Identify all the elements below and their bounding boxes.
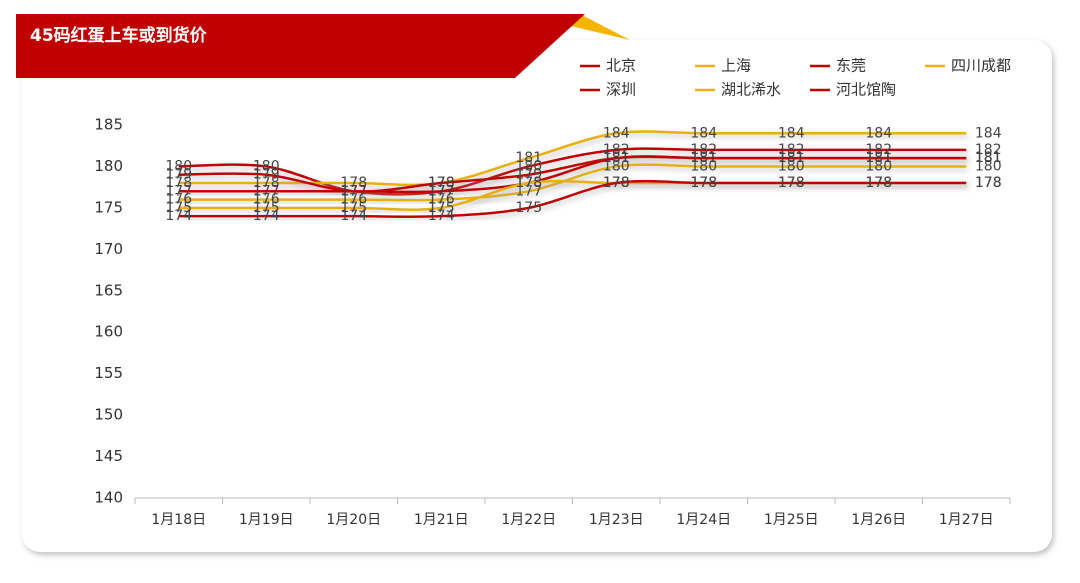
data-label: 175 — [515, 200, 542, 216]
data-label: 184 — [975, 125, 1002, 141]
y-tick-label: 160 — [94, 323, 123, 341]
y-tick-label: 170 — [94, 240, 123, 258]
data-label: 178 — [975, 175, 1002, 191]
y-tick-label: 185 — [94, 116, 123, 134]
data-label: 182 — [865, 142, 892, 158]
data-label: 180 — [690, 158, 717, 174]
x-tick-label: 1月18日 — [151, 512, 206, 528]
data-label: 174 — [428, 208, 455, 224]
data-label: 178 — [603, 175, 630, 191]
data-label: 180 — [515, 158, 542, 174]
legend-label: 河北馆陶 — [836, 81, 896, 99]
data-label: 179 — [165, 167, 192, 183]
y-tick-label: 175 — [94, 198, 123, 216]
y-tick-label: 145 — [94, 447, 123, 465]
data-label: 178 — [690, 175, 717, 191]
legend-label: 北京 — [606, 57, 636, 75]
data-label: 181 — [778, 150, 805, 166]
x-tick-label: 1月21日 — [414, 512, 469, 528]
y-tick-label: 180 — [94, 157, 123, 175]
legend-label: 湖北浠水 — [721, 81, 781, 99]
x-tick-label: 1月27日 — [939, 512, 994, 528]
legend-label: 东莞 — [836, 57, 866, 75]
legend-label: 四川成都 — [951, 57, 1011, 75]
data-label: 174 — [165, 208, 192, 224]
data-label: 180 — [253, 158, 280, 174]
x-tick-label: 1月24日 — [676, 512, 731, 528]
data-label: 178 — [778, 175, 805, 191]
x-tick-label: 1月23日 — [589, 512, 644, 528]
data-label: 182 — [690, 142, 717, 158]
data-label: 178 — [340, 175, 367, 191]
data-label: 178 — [428, 175, 455, 191]
data-label: 177 — [165, 183, 192, 199]
x-tick-label: 1月25日 — [764, 512, 819, 528]
x-tick-label: 1月26日 — [851, 512, 906, 528]
data-label: 180 — [165, 158, 192, 174]
line — [178, 147, 967, 196]
data-label: 176 — [253, 192, 280, 208]
panel — [22, 40, 1052, 552]
data-label: 179 — [253, 167, 280, 183]
data-label: 177 — [515, 183, 542, 199]
y-tick-label: 155 — [94, 364, 123, 382]
data-label: 177 — [253, 183, 280, 199]
line — [178, 155, 967, 194]
y-tick-label: 165 — [94, 281, 123, 299]
data-label: 177 — [340, 183, 367, 199]
line — [178, 163, 967, 202]
data-label: 177 — [428, 183, 455, 199]
data-label: 184 — [865, 125, 892, 141]
data-label: 184 — [690, 125, 717, 141]
data-label: 182 — [778, 142, 805, 158]
data-label: 184 — [603, 125, 630, 141]
data-label: 181 — [975, 150, 1002, 166]
data-label: 181 — [603, 150, 630, 166]
data-label: 174 — [253, 208, 280, 224]
data-label: 174 — [340, 208, 367, 224]
data-label: 180 — [865, 158, 892, 174]
data-label: 178 — [515, 175, 542, 191]
x-tick-label: 1月22日 — [501, 512, 556, 528]
data-label: 175 — [253, 200, 280, 216]
data-label: 180 — [778, 158, 805, 174]
data-label: 175 — [165, 200, 192, 216]
data-label: 182 — [975, 142, 1002, 158]
data-label: 175 — [340, 200, 367, 216]
y-tick-label: 150 — [94, 406, 123, 424]
data-label: 184 — [778, 125, 805, 141]
data-label: 178 — [253, 175, 280, 191]
legend-label: 深圳 — [606, 81, 636, 99]
data-label: 175 — [428, 200, 455, 216]
data-label: 180 — [975, 158, 1002, 174]
data-label: 180 — [603, 158, 630, 174]
banner — [16, 14, 585, 78]
x-tick-label: 1月20日 — [326, 512, 381, 528]
data-label: 179 — [515, 167, 542, 183]
data-label: 178 — [165, 175, 192, 191]
data-label: 178 — [865, 175, 892, 191]
data-label: 178 — [975, 175, 1002, 191]
x-tick-label: 1月19日 — [239, 512, 294, 528]
data-label: 181 — [690, 150, 717, 166]
data-label: 176 — [165, 192, 192, 208]
legend-label: 上海 — [721, 57, 751, 75]
data-label: 181 — [865, 150, 892, 166]
y-tick-label: 140 — [94, 489, 123, 507]
data-label: 176 — [340, 192, 367, 208]
data-label: 181 — [515, 150, 542, 166]
data-label: 182 — [603, 142, 630, 158]
data-label: 176 — [428, 192, 455, 208]
data-label: 181 — [975, 150, 1002, 166]
chart-title: 45码红蛋上车或到货价 — [30, 25, 208, 46]
line — [178, 179, 967, 219]
